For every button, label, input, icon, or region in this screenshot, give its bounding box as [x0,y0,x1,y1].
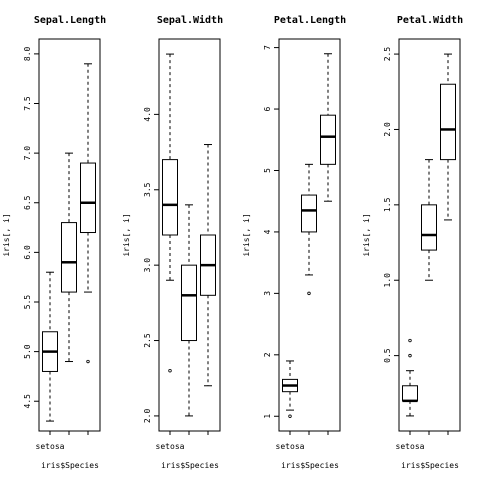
box-versicolor [301,163,317,296]
y-tick-label: 7 [263,45,272,50]
x-tick-label: setosa [156,442,185,451]
y-tick-label: 7.5 [23,96,32,111]
panel-title: Petal.Width [397,14,463,26]
box-setosa [42,271,58,422]
iqr-box [320,114,336,165]
outlier-point [86,359,90,364]
iqr-box [61,222,77,293]
y-tick-label: 1.5 [383,197,392,212]
panel-sepal-width: Sepal.Width 2.0 2.5 3.0 3.5 4.0 iris[, i] setos… [122,14,223,470]
panel-title: Petal.Length [274,15,346,26]
x-tick-label: setosa [36,442,65,451]
y-tick-label: 2.0 [383,122,392,137]
iqr-box [402,385,418,402]
box-versicolor [61,152,77,363]
iqr-box [421,204,437,251]
box-setosa [282,360,298,418]
x-axis-label: iris$Species [281,461,339,470]
box-versicolor [421,159,437,281]
iqr-box [181,264,197,342]
box-setosa [402,338,418,417]
box-virginica [320,53,336,202]
x-tick-label: setosa [396,442,425,451]
y-axis-label: iris[, i] [362,213,371,256]
panel-title: Sepal.Width [157,14,223,26]
y-tick-label: 0.5 [383,348,392,363]
y-tick-label: 7.0 [23,146,32,161]
y-tick-label: 6.5 [23,195,32,210]
iqr-box [80,162,96,234]
outlier-point [408,353,412,358]
y-tick-label: 5.5 [23,295,32,310]
y-tick-label: 1 [263,414,272,419]
y-tick-label: 4 [263,229,272,234]
y-tick-label: 5.0 [23,344,32,359]
box-virginica [440,53,456,221]
y-tick-label: 4.0 [143,107,152,122]
x-axis-label: iris$Species [41,461,99,470]
outlier-point [168,368,172,373]
panel-title: Sepal.Length [34,15,106,26]
y-tick-label: 6 [263,106,272,111]
iqr-box [162,159,178,236]
box-virginica [200,144,216,387]
y-tick-label: 3.5 [143,182,152,197]
box-setosa [162,53,178,373]
y-tick-label: 6.0 [23,245,32,260]
y-tick-label: 2 [263,352,272,357]
y-tick-label: 2.0 [143,409,152,424]
outlier-point [288,414,292,418]
outlier-point [408,338,412,343]
y-tick-label: 8.0 [23,46,32,61]
x-axis-label: iris$Species [161,461,219,470]
y-tick-label: 4.5 [23,394,32,409]
panel-sepal-length: Sepal.Length 4.5 5.0 5.5 6.0 6.5 7.0 7.5 8.0 iris… [2,15,106,470]
x-axis-label: iris$Species [401,461,459,470]
panel-petal-length: Petal.Length 1 2 3 4 5 6 7 iris[, i] setosa iris$S… [242,15,346,470]
y-tick-label: 3 [263,291,272,296]
y-tick-label: 2.5 [143,333,152,348]
iqr-box [440,83,456,161]
y-axis-label: iris[, i] [2,213,11,256]
box-virginica [80,63,96,364]
y-tick-label: 1.0 [383,273,392,288]
box-versicolor [181,204,197,417]
y-tick-label: 2.5 [383,47,392,62]
outlier-point [307,291,311,296]
y-axis-label: iris[, i] [122,213,131,256]
y-axis-label: iris[, i] [242,213,251,256]
iqr-box [301,194,317,233]
plot-frame [278,38,341,432]
panel-petal-width: Petal.Width 0.5 1.0 1.5 2.0 2.5 iris[, i] setos… [362,14,463,470]
y-tick-label: 5 [263,168,272,173]
x-tick-label: setosa [276,442,305,451]
y-tick-label: 3.0 [143,258,152,273]
